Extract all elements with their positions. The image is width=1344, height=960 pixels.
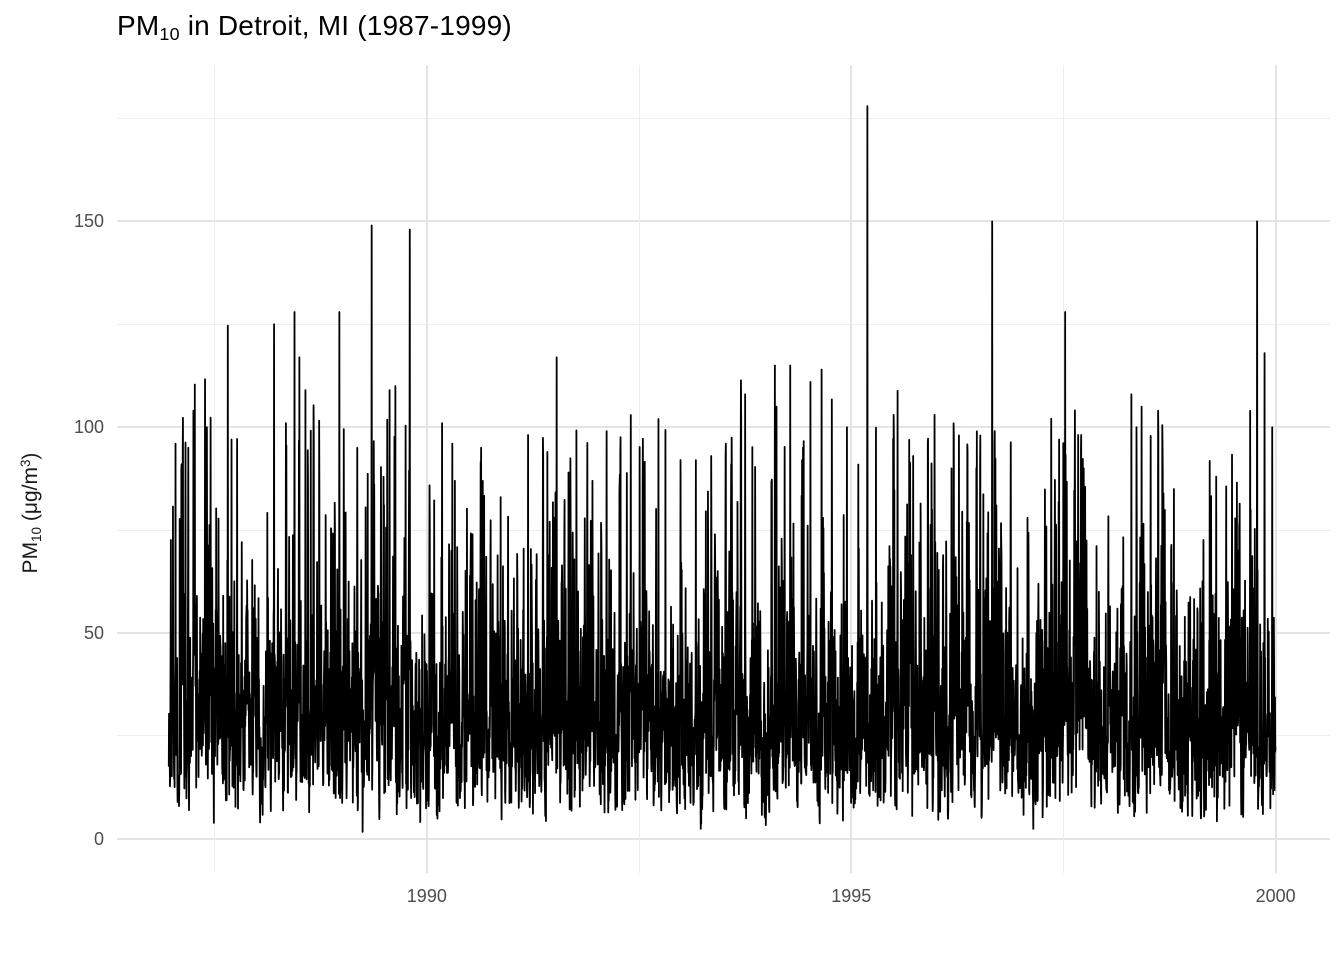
pm10-time-series-figure: PM10 in Detroit, MI (1987-1999) PM10 (μg… — [0, 0, 1344, 960]
pm10-series-canvas — [0, 0, 1344, 960]
